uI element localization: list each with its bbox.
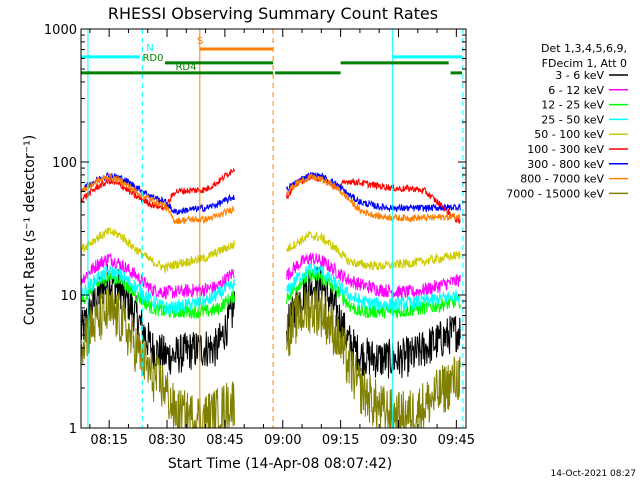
x-tick-label: 09:45 <box>438 433 475 448</box>
data-layer <box>80 167 461 430</box>
series-25-50-kev-orbit1 <box>80 265 235 315</box>
series-800-7000-kev-orbit2 <box>286 173 461 223</box>
y-tick-label: 1000 <box>44 23 77 38</box>
flag-label-n: N <box>146 43 153 54</box>
legend-label: 7000 - 15000 keV <box>506 187 604 200</box>
series-800-7000-kev-orbit1 <box>80 172 235 225</box>
plot-frame <box>80 28 467 429</box>
legend-label: 100 - 300 keV <box>527 143 604 156</box>
marker-layer <box>87 29 464 428</box>
legend-header-line: FDecim 1, Att 0 <box>542 57 627 70</box>
x-axis-label: Start Time (14-Apr-08 08:07:42) <box>168 456 392 472</box>
x-tick-label: 09:15 <box>322 433 359 448</box>
series-300-800-kev-orbit1 <box>80 171 235 216</box>
x-tick-label: 09:00 <box>264 433 301 448</box>
x-tick-label: 08:15 <box>90 433 127 448</box>
flag-label-s: S <box>197 36 203 47</box>
x-tick-label: 09:30 <box>380 433 417 448</box>
series-6-12-kev-orbit1 <box>80 253 235 300</box>
y-tick-label: 100 <box>52 156 77 171</box>
flag-label-rd0: RD0 <box>142 53 163 64</box>
y-tick-label: 10 <box>60 289 77 304</box>
axis-layer: 08:15 08:30 08:45 09:00 09:15 09:30 09:45 1 10 10… <box>44 23 475 448</box>
series-300-800-kev-orbit2 <box>286 172 461 213</box>
chart-title: RHESSI Observing Summary Count Rates <box>108 4 438 23</box>
series-25-50-kev-orbit2 <box>286 263 461 312</box>
series-3-6-kev-orbit1 <box>80 264 235 375</box>
series-50-100-kev-orbit1 <box>80 227 235 275</box>
legend-label: 25 - 50 keV <box>541 113 604 126</box>
series-7000-15000-kev-orbit1 <box>80 289 235 430</box>
series-3-6-kev-orbit2 <box>286 265 461 379</box>
flag-layer: N S RD0 RD4 <box>81 36 463 75</box>
legend-label: 800 - 7000 keV <box>520 173 604 186</box>
y-tick-label: 1 <box>69 422 77 437</box>
legend-label: 3 - 6 keV <box>555 69 604 82</box>
flag-label-rd4: RD4 <box>175 62 196 73</box>
legend-label: 50 - 100 keV <box>534 128 604 141</box>
legend-header-line: Det 1,3,4,5,6,9, <box>541 42 627 55</box>
x-tick-label: 08:45 <box>206 433 243 448</box>
y-axis-label: Count Rate (s⁻¹ detector⁻¹) <box>22 135 38 325</box>
series-6-12-kev-orbit2 <box>286 252 461 299</box>
legend: Det 1,3,4,5,6,9, FDecim 1, Att 03 - 6 keV… <box>506 42 628 200</box>
series-50-100-kev-orbit2 <box>286 230 461 271</box>
legend-label: 6 - 12 keV <box>548 84 604 97</box>
series-7000-15000-kev-orbit2 <box>286 286 461 429</box>
legend-label: 300 - 800 keV <box>527 158 604 171</box>
legend-label: 12 - 25 keV <box>541 99 604 112</box>
footer-timestamp: 14-Oct-2021 08:27 <box>551 469 636 479</box>
x-tick-label: 08:30 <box>148 433 185 448</box>
